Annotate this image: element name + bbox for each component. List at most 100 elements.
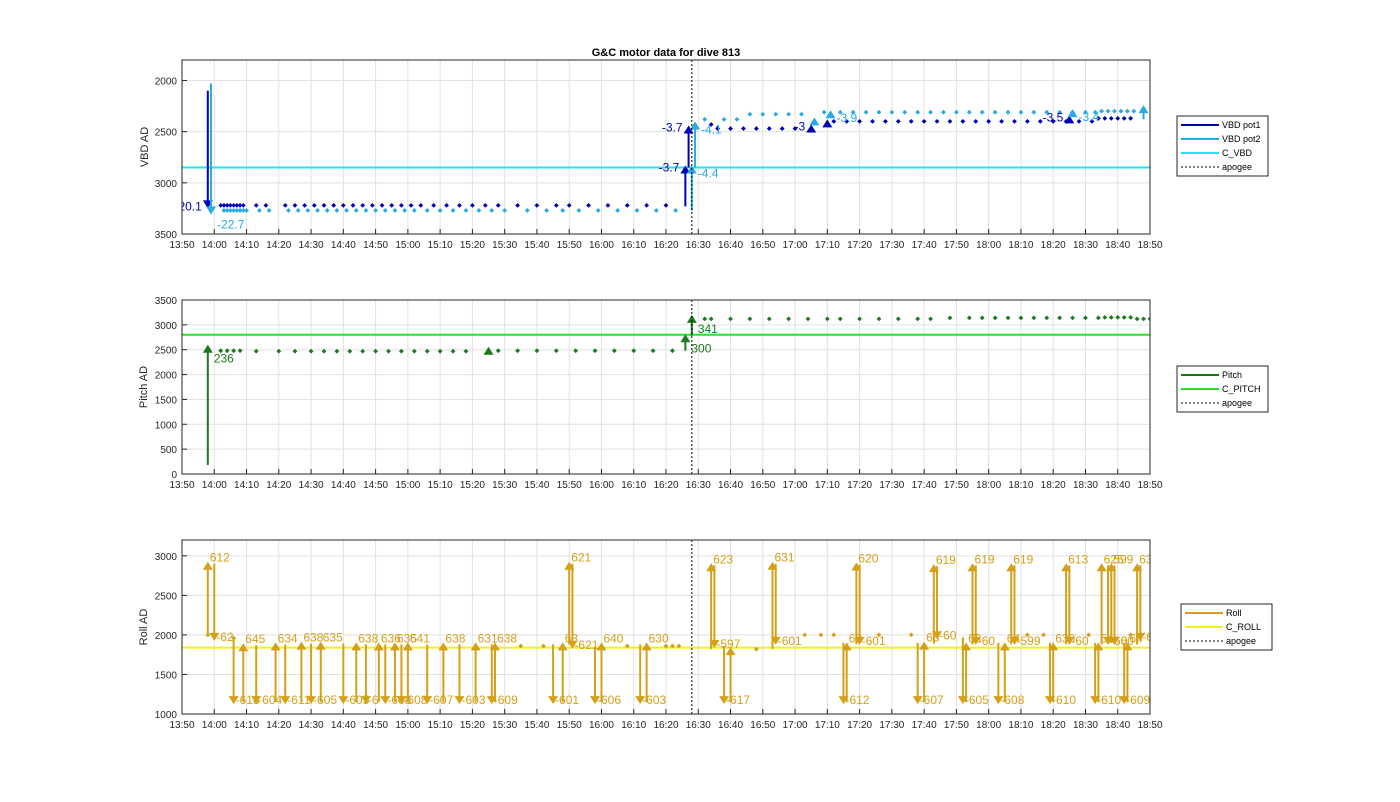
data-point <box>544 208 550 213</box>
data-point <box>470 202 475 208</box>
data-point <box>347 348 353 354</box>
data-point <box>237 208 243 213</box>
data-point <box>424 348 430 354</box>
data-point <box>408 202 414 208</box>
data-point <box>321 202 327 208</box>
arrow-head <box>270 642 281 651</box>
x-tick-label: 13:50 <box>169 240 194 251</box>
data-point <box>883 119 888 124</box>
data-point <box>253 202 259 208</box>
x-tick-label: 17:20 <box>847 720 872 731</box>
move-label: 638 <box>358 631 378 645</box>
data-point <box>1102 315 1108 320</box>
legend-label: VBD pot2 <box>1222 134 1261 144</box>
y-tick-label: 3000 <box>155 552 178 563</box>
data-point <box>566 202 572 208</box>
x-tick-label: 18:50 <box>1137 240 1162 251</box>
data-point <box>1083 109 1088 115</box>
arrow-head <box>596 642 607 651</box>
arrow-head <box>238 643 249 652</box>
move-label: 630 <box>649 631 669 645</box>
x-tick-label: 15:00 <box>395 720 420 731</box>
move-label: -20.1 <box>174 199 202 213</box>
data-point <box>644 202 650 208</box>
data-point <box>340 202 346 208</box>
legend-label: VBD pot1 <box>1222 120 1261 130</box>
arrow-head <box>919 641 930 650</box>
data-point <box>999 119 1004 124</box>
x-tick-label: 16:40 <box>718 240 743 251</box>
panel-3: 13:50 14:00 14:10 14:20 14:30 14:40 14:50 15:00… <box>138 539 1273 731</box>
data-point <box>670 643 675 649</box>
data-point <box>1024 632 1030 638</box>
x-tick-label: 15:00 <box>395 240 420 251</box>
data-point <box>973 119 979 124</box>
data-point <box>334 208 340 213</box>
data-point <box>876 316 882 322</box>
x-tick-label: 15:00 <box>395 480 420 491</box>
data-point <box>1131 108 1137 114</box>
data-point <box>1037 119 1043 124</box>
arrow-head <box>1138 105 1149 114</box>
x-tick-label: 15:10 <box>428 480 453 491</box>
arrow-head <box>228 696 239 705</box>
x-tick-label: 17:50 <box>944 720 969 731</box>
data-point <box>821 109 827 115</box>
x-tick-label: 15:10 <box>428 240 453 251</box>
data-point <box>1121 315 1127 320</box>
x-tick-label: 16:10 <box>621 720 646 731</box>
arrow-head <box>993 696 1004 705</box>
data-point <box>1018 315 1024 321</box>
move-label: -60 <box>978 634 996 648</box>
move-label: -601 <box>862 634 886 648</box>
arrow-head <box>1048 642 1059 651</box>
data-point <box>305 208 311 213</box>
move-label: -621 <box>574 638 598 652</box>
x-tick-label: 14:00 <box>202 240 227 251</box>
data-point <box>1018 109 1024 115</box>
x-tick-label: 14:40 <box>331 720 356 731</box>
data-point <box>586 202 591 208</box>
arrow-head <box>209 632 220 641</box>
data-point <box>386 348 391 354</box>
data-point <box>986 119 992 124</box>
data-point <box>766 126 772 131</box>
x-tick-label: 17:20 <box>847 240 872 251</box>
x-tick-label: 14:40 <box>331 240 356 251</box>
move-label: -608 <box>1000 693 1024 707</box>
move-label: -608 <box>403 693 427 707</box>
data-point <box>292 202 298 208</box>
x-tick-label: 16:20 <box>653 240 678 251</box>
move-label: -3.7 <box>659 160 680 174</box>
x-tick-label: 18:10 <box>1008 480 1033 491</box>
data-point <box>515 202 520 208</box>
x-tick-label: 16:30 <box>686 240 711 251</box>
move-label: 638 <box>1139 552 1159 566</box>
x-tick-label: 13:50 <box>169 720 194 731</box>
y-tick-label: 1000 <box>155 710 178 721</box>
x-tick-label: 15:40 <box>524 480 549 491</box>
data-point <box>653 208 659 213</box>
data-point <box>992 315 998 321</box>
data-point <box>702 316 708 322</box>
move-label: -601 <box>1142 630 1166 644</box>
data-point <box>631 348 637 354</box>
x-tick-label: 17:00 <box>783 720 808 731</box>
data-point <box>224 348 230 354</box>
x-tick-label: 17:40 <box>912 240 937 251</box>
move-label: -610 <box>1097 693 1121 707</box>
data-point <box>1108 315 1114 320</box>
data-point <box>941 109 946 115</box>
data-point <box>276 348 282 354</box>
move-label: 599 <box>1113 552 1133 566</box>
y-tick-label: 2000 <box>155 631 178 642</box>
arrow-head <box>1096 563 1107 572</box>
data-point <box>876 632 882 638</box>
data-point <box>1099 108 1104 114</box>
x-tick-label: 14:00 <box>202 720 227 731</box>
data-point <box>344 208 349 213</box>
x-tick-label: 16:40 <box>718 480 743 491</box>
data-point <box>1092 109 1098 115</box>
